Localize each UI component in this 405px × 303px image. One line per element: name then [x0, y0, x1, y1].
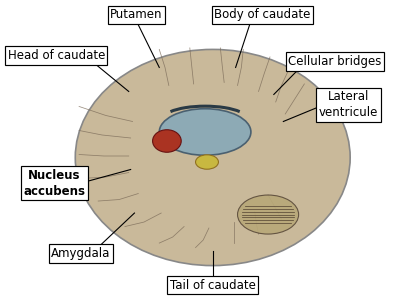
- Text: Nucleus
accubens: Nucleus accubens: [23, 168, 85, 198]
- Text: Cellular bridges: Cellular bridges: [288, 55, 382, 68]
- Text: Lateral
ventricule: Lateral ventricule: [319, 91, 378, 119]
- Ellipse shape: [159, 109, 251, 155]
- Text: Tail of caudate: Tail of caudate: [170, 278, 256, 291]
- Text: Amygdala: Amygdala: [51, 247, 111, 260]
- Ellipse shape: [153, 130, 181, 152]
- Ellipse shape: [238, 195, 298, 234]
- Ellipse shape: [196, 155, 218, 169]
- Text: Head of caudate: Head of caudate: [8, 49, 105, 62]
- Circle shape: [75, 49, 350, 266]
- Text: Body of caudate: Body of caudate: [214, 8, 311, 22]
- Text: Putamen: Putamen: [110, 8, 163, 22]
